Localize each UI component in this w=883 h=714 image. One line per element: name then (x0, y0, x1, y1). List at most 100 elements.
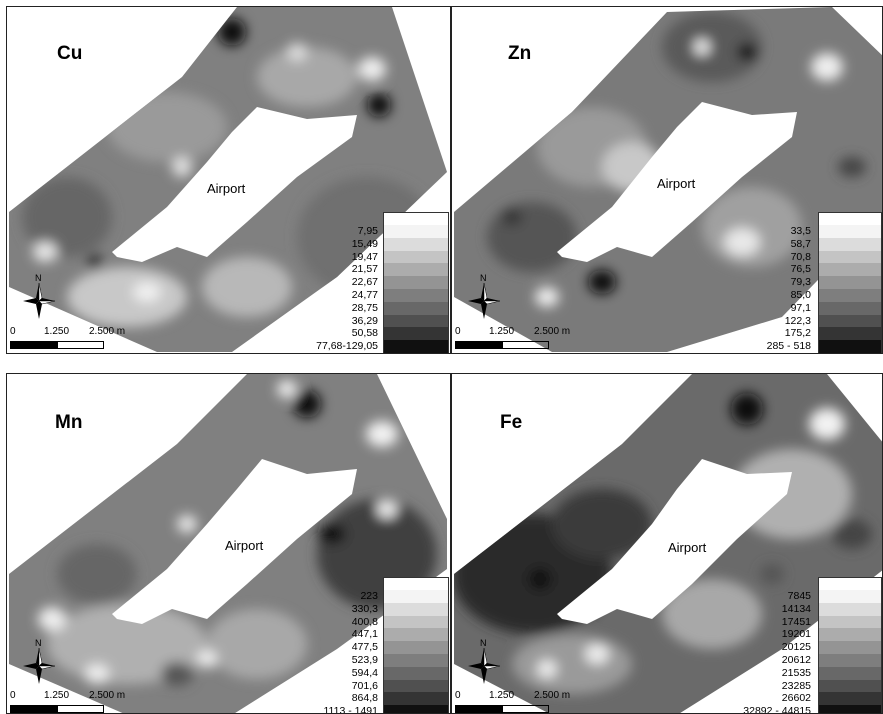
concentration-map-fe (454, 374, 882, 713)
map-legend: 7,95 15,49 19,47 21,57 22,67 24,77 28,75… (316, 212, 449, 353)
airport-label: Airport (225, 538, 264, 553)
legend-label: 7845 (787, 590, 811, 602)
legend-row (819, 578, 881, 590)
scale-label-end: 2.500 m (89, 690, 126, 701)
legend-row: 223 (360, 590, 448, 603)
legend-label: 76,5 (790, 263, 811, 276)
legend-label: 58,7 (790, 237, 811, 250)
scale-bar (455, 341, 549, 349)
map-panel-fe: Fe Airport 7845 14134 17451 19201 20125 … (451, 373, 883, 714)
legend-row: 50,58 (352, 327, 448, 341)
legend-row: 21535 (782, 666, 881, 680)
legend-row: 701,6 (352, 679, 448, 693)
legend-row: 594,4 (352, 666, 448, 680)
airport-label: Airport (657, 176, 696, 191)
legend-row: 79,3 (791, 276, 881, 289)
legend-label: 22,67 (351, 276, 378, 289)
legend-label: 330,3 (351, 602, 378, 615)
north-arrow-icon: N (466, 638, 502, 684)
legend-row: 1113 - 1491 (324, 705, 448, 713)
legend-row: 14134 (782, 602, 881, 616)
scale-label-zero: 0 (10, 690, 16, 701)
legend-label: 223 (360, 590, 378, 602)
legend-label: 15,49 (351, 237, 378, 250)
north-label: N (480, 273, 487, 283)
legend-row: 175,2 (785, 327, 881, 341)
legend-label: 20125 (781, 641, 811, 654)
map-title: Fe (500, 412, 523, 433)
north-arrow-icon: N (466, 273, 502, 319)
map-legend: 223 330,3 400,8 447,1 477,5 523,9 594,4 … (324, 577, 449, 713)
map-title: Zn (508, 43, 532, 64)
legend-row: 76,5 (791, 263, 881, 277)
legend-row: 864,8 (352, 692, 448, 706)
scale-label-mid: 1.250 (44, 690, 70, 701)
legend-label: 1113 - 1491 (323, 705, 379, 714)
legend-row: 7,95 (358, 225, 448, 238)
map-legend: 7845 14134 17451 19201 20125 20612 21535… (743, 577, 882, 713)
legend-label: 594,4 (351, 666, 378, 679)
legend-row: 58,7 (791, 237, 881, 251)
scale-label-mid: 1.250 (489, 326, 515, 337)
legend-label: 36,29 (351, 314, 378, 327)
legend-label: 97,1 (790, 301, 811, 314)
legend-row: 21,57 (352, 263, 448, 277)
legend-row: 122,3 (785, 314, 881, 328)
scale-label-zero: 0 (455, 326, 461, 337)
legend-row: 28,75 (352, 301, 448, 315)
legend-label: 20612 (781, 653, 811, 666)
legend-label: 175,2 (784, 327, 811, 340)
legend-label: 864,8 (351, 692, 378, 705)
legend-row: 24,77 (352, 288, 448, 302)
legend-row: 97,1 (791, 301, 881, 315)
legend-row: 447,1 (352, 628, 448, 642)
north-label: N (35, 638, 42, 648)
legend-row (819, 213, 881, 225)
map-panel-cu: Cu Airport 7,95 15,49 19,47 21,57 22,67 … (6, 6, 451, 354)
legend-label: 7,95 (357, 225, 378, 237)
legend-label: 79,3 (790, 276, 811, 289)
legend-row: 70,8 (791, 250, 881, 264)
concentration-map-mn (9, 374, 447, 713)
map-legend: 33,5 58,7 70,8 76,5 79,3 85,0 97,1 122,3… (767, 212, 882, 353)
legend-label: 447,1 (351, 628, 378, 641)
legend-row: 330,3 (352, 602, 448, 616)
legend-row: 36,29 (352, 314, 448, 328)
concentration-map-zn (454, 7, 882, 352)
legend-row: 17451 (782, 615, 881, 629)
legend-label: 701,6 (351, 679, 378, 692)
scale-label-end: 2.500 m (89, 326, 126, 337)
legend-row: 7845 (788, 590, 881, 603)
legend-label: 21,57 (351, 263, 378, 276)
legend-label: 28,75 (351, 301, 378, 314)
legend-label: 17451 (781, 615, 811, 628)
legend-label: 32892 - 44815 (743, 705, 811, 714)
scale-label-end: 2.500 m (534, 690, 571, 701)
map-panel-zn: Zn Airport 33,5 58,7 70,8 76,5 79,3 85,0… (451, 6, 883, 354)
legend-row: 285 - 518 (767, 340, 881, 353)
legend-label: 477,5 (351, 641, 378, 654)
legend-label: 19201 (781, 628, 811, 641)
scale-label-zero: 0 (455, 690, 461, 701)
legend-row: 85,0 (791, 288, 881, 302)
map-title: Mn (55, 412, 83, 433)
legend-label: 23285 (781, 679, 811, 692)
legend-label: 50,58 (351, 327, 378, 340)
legend-row: 19,47 (352, 250, 448, 264)
scale-bar (10, 341, 104, 349)
legend-row: 23285 (782, 679, 881, 693)
airport-label: Airport (207, 181, 246, 196)
airport-label: Airport (668, 540, 707, 555)
legend-row: 26602 (782, 692, 881, 706)
legend-label: 19,47 (351, 250, 378, 263)
legend-row: 20612 (782, 653, 881, 667)
legend-label: 33,5 (790, 225, 811, 237)
legend-row: 15,49 (352, 237, 448, 251)
legend-row: 20125 (782, 641, 881, 654)
legend-row: 32892 - 44815 (743, 705, 881, 713)
scale-label-mid: 1.250 (489, 690, 515, 701)
legend-row: 523,9 (352, 653, 448, 667)
scale-label-end: 2.500 m (534, 326, 571, 337)
north-arrow-icon: N (21, 638, 57, 684)
legend-row: 19201 (782, 628, 881, 642)
